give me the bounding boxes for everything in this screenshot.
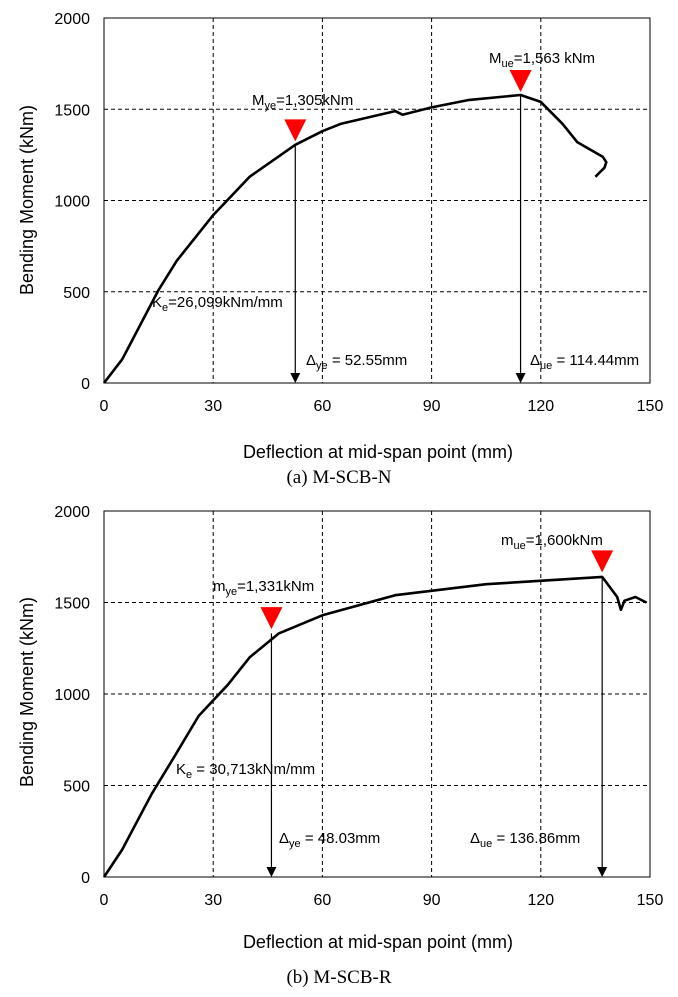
- yield-deflection-label: Δye = 52.55mm: [306, 352, 407, 372]
- x-tick-label: 0: [100, 398, 109, 415]
- deflection-arrowhead: [266, 867, 277, 877]
- plot-frame: [103, 510, 651, 878]
- x-tick-label: 120: [527, 398, 554, 415]
- x-tick-label: 90: [423, 892, 441, 909]
- x-tick-label: 30: [204, 398, 222, 415]
- moment-deflection-curve: [102, 575, 647, 878]
- ultimate-deflection-label: Δue = 114.44mm: [530, 352, 639, 372]
- y-tick-label: 500: [63, 779, 90, 796]
- y-axis-title: Bending Moment (kNm): [17, 597, 37, 787]
- y-tick-label: 0: [81, 870, 90, 887]
- y-tick-label: 1000: [54, 687, 90, 704]
- ultimate-deflection-label: Δue = 136.86mm: [470, 830, 580, 850]
- red-triangle-marker: [284, 119, 307, 142]
- chart-panel-a: 0 30 60 90 120 150 0 500 1000 1500 2000 Mye=1,305k…: [17, 11, 664, 488]
- plot-frame: [103, 17, 651, 384]
- x-tick-label: 150: [637, 892, 664, 909]
- deflection-arrowhead: [515, 373, 526, 383]
- y-tick-label: 500: [63, 285, 90, 302]
- yield-moment-label: mye=1,331kNm: [213, 578, 314, 598]
- caption-b: (b) M-SCB-R: [286, 967, 392, 988]
- y-tick-label: 0: [81, 376, 90, 393]
- y-tick-label: 2000: [54, 11, 90, 28]
- yield-deflection-label: Δye = 48.03mm: [279, 830, 380, 850]
- y-axis-title: Bending Moment (kNm): [17, 105, 37, 295]
- x-tick-label: 30: [204, 892, 222, 909]
- deflection-arrowhead: [597, 867, 608, 877]
- deflection-arrowhead: [290, 373, 301, 383]
- x-tick-label: 60: [314, 892, 332, 909]
- x-axis-title: Deflection at mid-span point (mm): [243, 442, 513, 462]
- y-tick-label: 1500: [54, 596, 90, 613]
- x-tick-label: 90: [423, 398, 441, 415]
- x-tick-label: 60: [314, 398, 332, 415]
- x-tick-label: 150: [637, 398, 664, 415]
- ultimate-moment-label: mue=1,600kNm: [501, 532, 603, 552]
- red-triangle-marker: [509, 70, 532, 93]
- moment-deflection-curve: [102, 93, 608, 384]
- chart-panel-b: 0 30 60 90 120 150 0 500 1000 1500 2000 mye=1,331k…: [0, 497, 678, 997]
- ultimate-moment-label: Mue=1,563 kNm: [489, 50, 595, 70]
- stiffness-label: Ke = 30,713kNm/mm: [176, 761, 315, 781]
- yield-moment-label: Mye=1,305kNm: [252, 92, 353, 112]
- stiffness-label: Ke=26,099kNm/mm: [152, 294, 283, 314]
- x-axis-title: Deflection at mid-span point (mm): [243, 932, 513, 952]
- caption-a: (a) M-SCB-N: [286, 467, 392, 488]
- red-triangle-marker: [591, 550, 614, 573]
- y-tick-label: 2000: [54, 504, 90, 521]
- x-tick-label: 120: [527, 892, 554, 909]
- y-tick-label: 1000: [54, 194, 90, 211]
- red-triangle-marker: [260, 607, 283, 630]
- y-tick-label: 1500: [54, 102, 90, 119]
- x-tick-label: 0: [100, 892, 109, 909]
